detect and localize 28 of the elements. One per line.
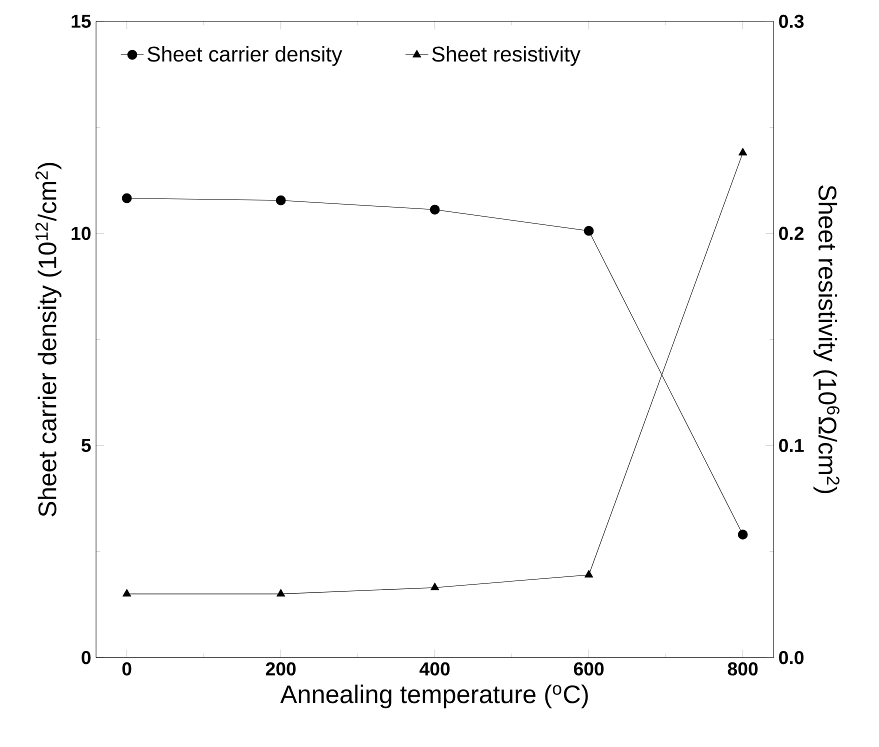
y-tick-label: 5: [82, 439, 91, 452]
x-tick-label: 200: [266, 662, 296, 676]
y-tick-label: 15: [72, 14, 91, 28]
y2-tick-label: 0.2: [779, 226, 804, 240]
point: [122, 193, 132, 204]
y2-tick-label: 0.3: [779, 14, 804, 28]
x-tick-label: 400: [420, 662, 450, 676]
y2-tick-label: 0.0: [779, 650, 804, 664]
y-tick-label: 0: [82, 650, 91, 664]
x-tick-label: 800: [728, 662, 758, 676]
point: [738, 530, 748, 540]
point: [276, 589, 286, 597]
y2-axis-title: Sheet resistivity (10$^{6}$Ω/cm$^{2}$): [813, 185, 840, 494]
legend-label: Sheet resistivity: [432, 46, 581, 66]
y-axis-title: Sheet carrier density (10$^{12}$/cm$^{2}$): [35, 162, 62, 516]
point: [430, 582, 440, 590]
x-tick-label: 0: [122, 662, 132, 676]
point: [584, 226, 594, 236]
legend-label: Sheet carrier density: [148, 46, 342, 66]
point: [276, 195, 286, 206]
point: [738, 148, 748, 156]
point: [430, 204, 440, 215]
x-tick-label: 600: [574, 662, 604, 676]
y2-tick-label: 0.1: [779, 438, 804, 452]
point: [122, 589, 132, 597]
y-tick-label: 10: [72, 226, 91, 240]
point: [584, 570, 594, 578]
x-axis-title: Annealing temperature ($^{o}$C): [280, 684, 588, 708]
